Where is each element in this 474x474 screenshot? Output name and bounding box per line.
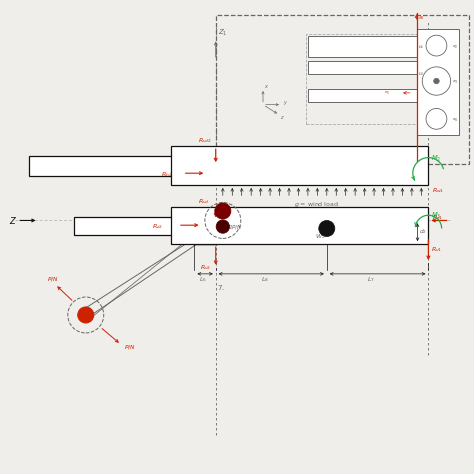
Circle shape bbox=[422, 67, 451, 95]
Circle shape bbox=[434, 78, 439, 84]
Text: $M_2$: $M_2$ bbox=[431, 154, 441, 164]
Bar bbox=[171, 207, 428, 244]
Text: $x$: $x$ bbox=[264, 82, 269, 90]
Text: $R_{vd2}$: $R_{vd2}$ bbox=[198, 136, 212, 145]
Bar bbox=[308, 61, 417, 74]
Text: $R_{z2}$: $R_{z2}$ bbox=[152, 222, 163, 231]
Text: $Z$: $Z$ bbox=[9, 215, 17, 226]
Circle shape bbox=[319, 220, 335, 237]
Text: $M_3$: $M_3$ bbox=[431, 211, 441, 221]
Text: $L_8$: $L_8$ bbox=[261, 275, 269, 284]
Text: $2P/N$: $2P/N$ bbox=[228, 223, 243, 231]
Bar bbox=[308, 36, 417, 57]
Bar bbox=[74, 217, 206, 235]
Bar bbox=[29, 156, 216, 175]
Text: $z$: $z$ bbox=[280, 114, 284, 121]
Text: $L_6$: $L_6$ bbox=[199, 275, 207, 284]
Text: $g$ = wind load: $g$ = wind load bbox=[294, 201, 338, 210]
Text: $7.$: $7.$ bbox=[217, 283, 225, 292]
Circle shape bbox=[216, 220, 229, 233]
Bar bbox=[171, 146, 428, 185]
Text: $Z_1$: $Z_1$ bbox=[218, 27, 228, 37]
Text: $R_{v2}$: $R_{v2}$ bbox=[200, 263, 211, 272]
Text: $b_2$: $b_2$ bbox=[418, 70, 424, 78]
Bar bbox=[216, 15, 469, 164]
Text: $W_2$: $W_2$ bbox=[315, 232, 326, 241]
Circle shape bbox=[426, 35, 447, 56]
Text: $a_3$: $a_3$ bbox=[452, 79, 458, 86]
Bar bbox=[308, 89, 417, 102]
Bar bbox=[306, 34, 445, 124]
Text: $d_2$: $d_2$ bbox=[419, 227, 427, 236]
Text: $P/N$: $P/N$ bbox=[124, 343, 136, 351]
Text: $a_1$: $a_1$ bbox=[418, 14, 425, 22]
Text: $R_{w1}$: $R_{w1}$ bbox=[432, 186, 444, 195]
Text: $R_{z1}$: $R_{z1}$ bbox=[432, 213, 443, 222]
Text: $R_{h2}$: $R_{h2}$ bbox=[161, 171, 173, 179]
Text: $b_1$: $b_1$ bbox=[418, 43, 424, 51]
Bar bbox=[417, 29, 459, 136]
Circle shape bbox=[426, 109, 447, 129]
Text: $e_1$: $e_1$ bbox=[383, 90, 390, 97]
Text: $y$: $y$ bbox=[283, 99, 288, 107]
Text: $P/N$: $P/N$ bbox=[47, 275, 59, 283]
Circle shape bbox=[215, 203, 231, 219]
Text: $a_4$: $a_4$ bbox=[452, 117, 458, 124]
Circle shape bbox=[78, 307, 94, 323]
Text: $R_{vd}$: $R_{vd}$ bbox=[198, 197, 210, 206]
Text: $a_2$: $a_2$ bbox=[452, 44, 458, 51]
Text: $L_7$: $L_7$ bbox=[367, 275, 375, 284]
Text: $R_{v1}$: $R_{v1}$ bbox=[431, 245, 442, 254]
